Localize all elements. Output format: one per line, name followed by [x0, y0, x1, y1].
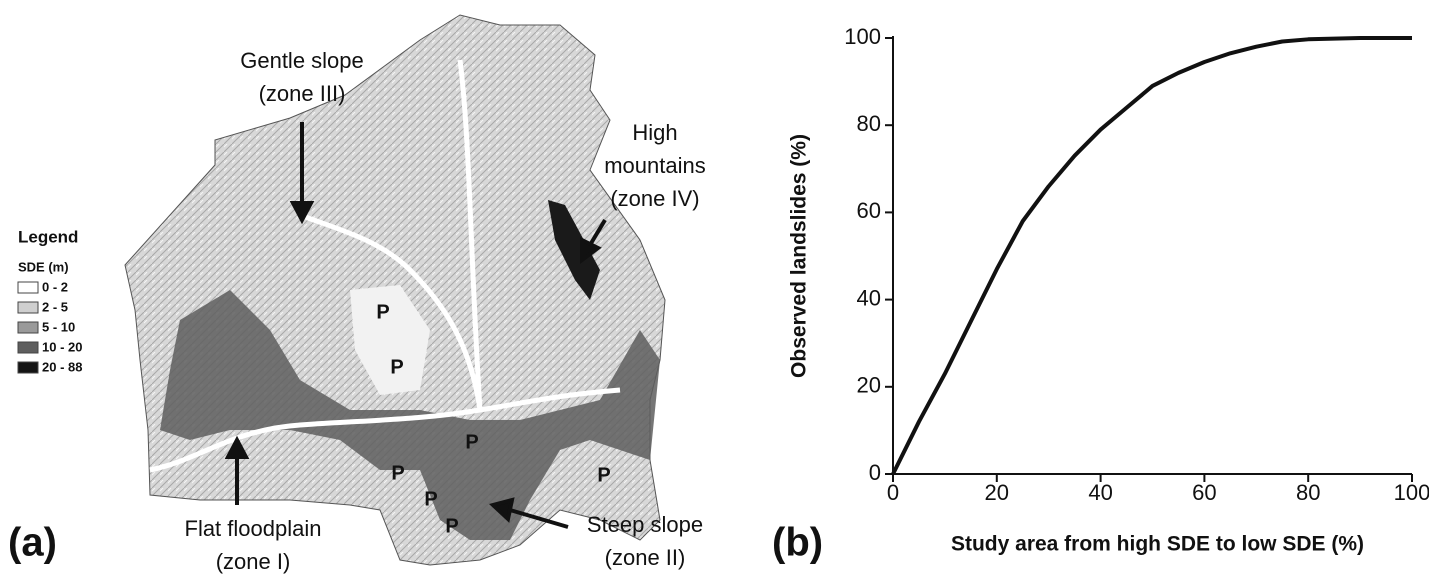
- zone-label: (zone III): [259, 81, 346, 106]
- y-tick-label: 60: [857, 198, 881, 223]
- legend-label: 5 - 10: [42, 319, 75, 334]
- zone-label: (zone II): [605, 545, 686, 570]
- zone-label: (zone I): [216, 549, 291, 574]
- x-tick-label: 60: [1192, 480, 1216, 505]
- legend-label: 2 - 5: [42, 299, 68, 314]
- x-tick-label: 100: [1394, 480, 1429, 505]
- p-label: P: [597, 464, 610, 486]
- steep-zone: [160, 290, 660, 540]
- p-label: P: [391, 462, 404, 484]
- legend-swatch: [17, 341, 39, 354]
- panel-label: (b): [772, 521, 823, 565]
- panel-label: (a): [8, 521, 57, 565]
- x-axis-label: Study area from high SDE to low SDE (%): [951, 533, 1364, 556]
- legend-label: 20 - 88: [42, 359, 82, 374]
- flat-zone: [350, 285, 430, 395]
- x-tick-label: 0: [887, 480, 899, 505]
- zone-label: Flat floodplain: [185, 516, 322, 541]
- p-label: P: [390, 356, 403, 378]
- zone-label: High: [632, 120, 677, 145]
- zone-label: (zone IV): [610, 186, 699, 211]
- map-legend: Legend SDE (m): [18, 227, 78, 274]
- p-label: P: [424, 488, 437, 510]
- y-tick-label: 80: [857, 111, 881, 136]
- p-label: P: [465, 431, 478, 453]
- legend-label: 0 - 2: [42, 279, 68, 294]
- map: [124, 14, 666, 566]
- legend-swatch: [17, 301, 39, 314]
- legend-swatch: [17, 321, 39, 334]
- x-tick-label: 20: [985, 480, 1009, 505]
- legend-swatch: [17, 361, 39, 374]
- y-tick-label: 100: [844, 24, 881, 49]
- legend-title: Legend: [18, 227, 78, 246]
- y-tick-label: 20: [857, 373, 881, 398]
- mountain-zone: [548, 200, 600, 300]
- line-series: [891, 36, 1412, 475]
- legend-subtitle: SDE (m): [18, 259, 69, 274]
- legend-swatch: [17, 281, 39, 294]
- y-tick-label: 40: [857, 285, 881, 310]
- y-tick-label: 0: [869, 460, 881, 485]
- p-label: P: [376, 301, 389, 323]
- river: [149, 59, 621, 473]
- y-axis-label: Observed landslides (%): [788, 134, 811, 378]
- map-arrows: [224, 122, 607, 529]
- x-tick-label: 40: [1088, 480, 1112, 505]
- zone-label: Gentle slope: [240, 48, 364, 73]
- zone-label: mountains: [604, 153, 706, 178]
- zone-label: Steep slope: [587, 512, 703, 537]
- x-tick-label: 80: [1296, 480, 1320, 505]
- p-label: P: [445, 515, 458, 537]
- legend-label: 10 - 20: [42, 339, 82, 354]
